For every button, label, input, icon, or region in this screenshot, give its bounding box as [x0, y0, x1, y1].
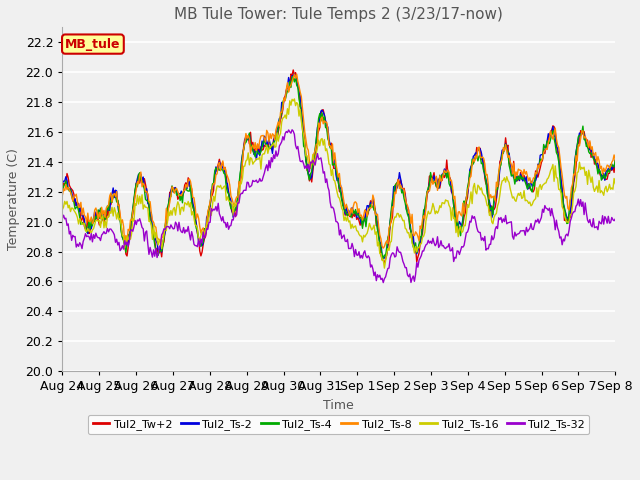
- X-axis label: Time: Time: [323, 399, 354, 412]
- Y-axis label: Temperature (C): Temperature (C): [7, 148, 20, 250]
- Legend: Tul2_Tw+2, Tul2_Ts-2, Tul2_Ts-4, Tul2_Ts-8, Tul2_Ts-16, Tul2_Ts-32: Tul2_Tw+2, Tul2_Ts-2, Tul2_Ts-4, Tul2_Ts…: [88, 415, 589, 434]
- Text: MB_tule: MB_tule: [65, 37, 121, 50]
- Title: MB Tule Tower: Tule Temps 2 (3/23/17-now): MB Tule Tower: Tule Temps 2 (3/23/17-now…: [174, 7, 503, 22]
